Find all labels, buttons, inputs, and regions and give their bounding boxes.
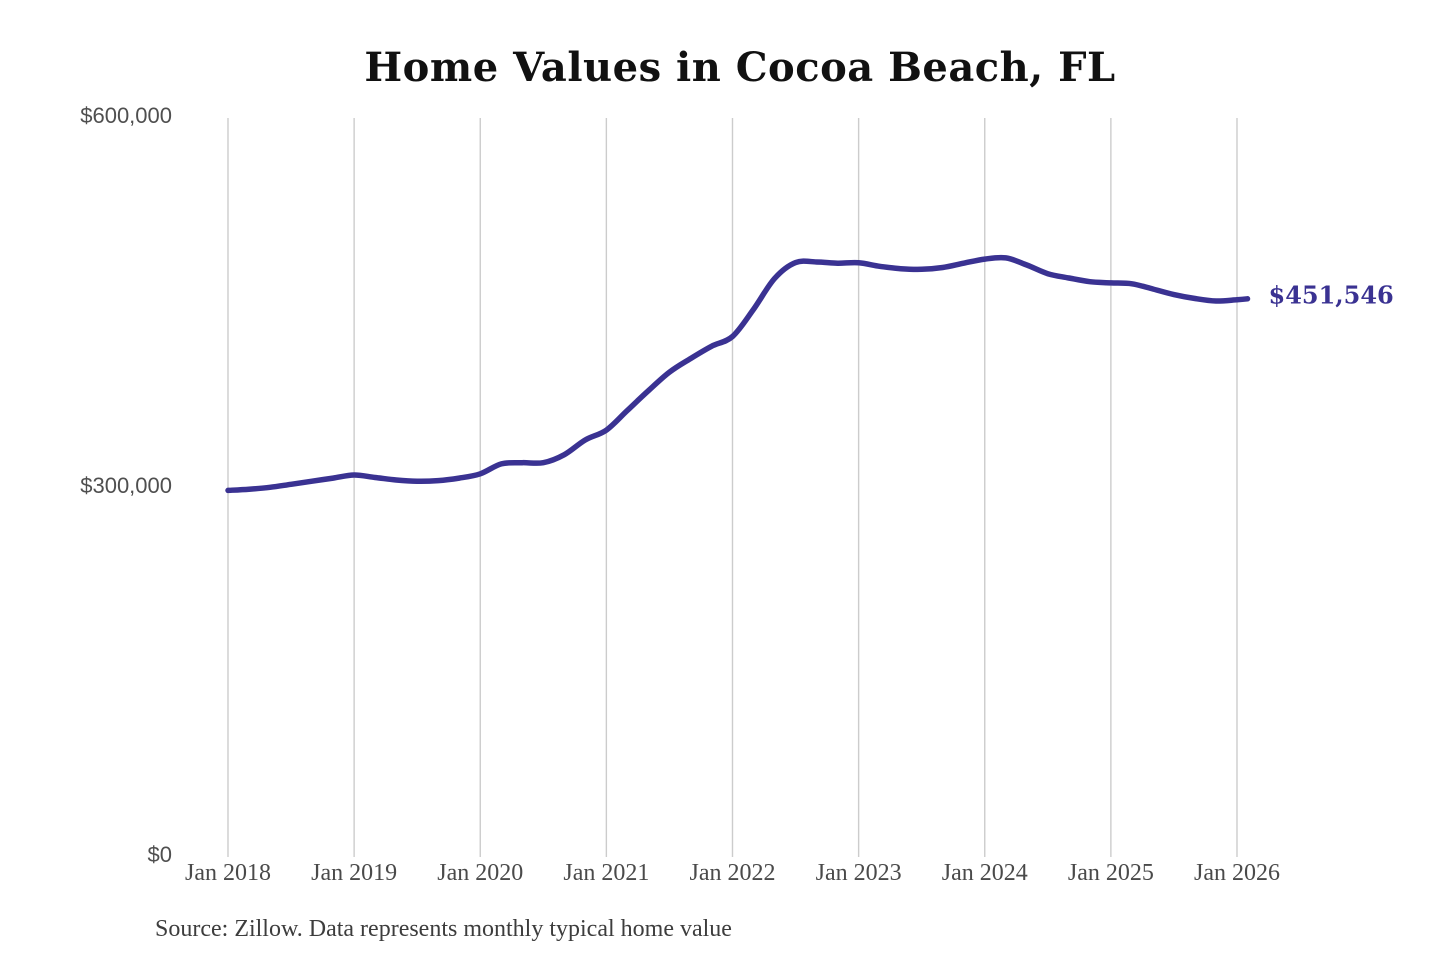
y-tick-label: $0 xyxy=(147,842,172,867)
y-tick-label: $300,000 xyxy=(80,472,172,498)
series-end-value-label: $451,546 xyxy=(1268,280,1394,310)
chart-title: Home Values in Cocoa Beach, FL xyxy=(364,44,1116,91)
source-note: Source: Zillow. Data represents monthly … xyxy=(155,916,732,942)
home-value-series-line xyxy=(225,254,1251,494)
y-axis-labels: $600,000 $300,000 $0 xyxy=(0,0,172,960)
y-tick-label: $600,000 xyxy=(80,103,172,128)
